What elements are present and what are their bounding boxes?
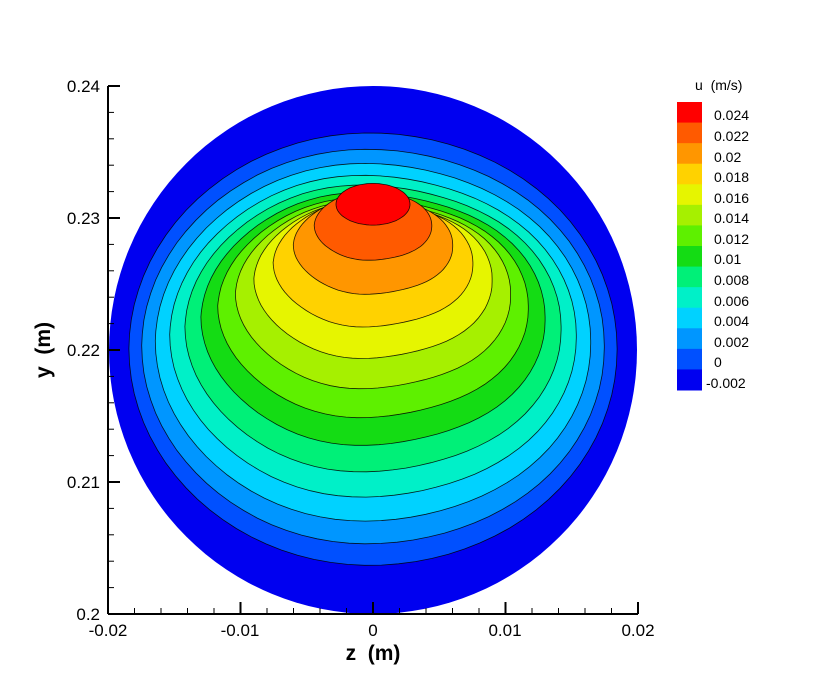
colorbar-label: 0 [714,354,722,370]
colorbar-swatch [677,287,702,309]
y-tick-label: 0.2 [76,605,100,624]
y-tick-label: 0.24 [67,77,100,96]
colorbar-label: 0.006 [714,293,749,309]
colorbar-label: 0.008 [714,272,749,288]
x-ticks [107,602,639,614]
x-axis-title: z (m) [346,642,401,665]
colorbar-swatch [677,266,702,288]
colorbar-swatch [677,246,702,268]
colorbar-label: -0.002 [706,375,746,391]
y-axis-title: y (m) [32,322,55,378]
colorbar-swatch [677,143,702,165]
colorbar-label: 0.016 [714,190,749,206]
colorbar-swatch [677,307,702,329]
colorbar-label: 0.018 [714,169,749,185]
colorbar-label: 0.012 [714,231,749,247]
colorbar-label: 0.004 [714,313,749,329]
colorbar-title: u (m/s) [695,77,742,93]
colorbar-swatch [677,328,702,350]
colorbar-label: 0.014 [714,210,749,226]
colorbar-swatch [677,348,702,370]
colorbar-label: 0.01 [714,251,741,267]
colorbar-label: 0.002 [714,334,749,350]
y-tick-labels: 0.2 0.21 0.22 0.23 0.24 [67,77,100,624]
colorbar-swatch [677,122,702,144]
x-tick-label: 0.01 [488,621,521,640]
contour-band [335,183,411,226]
colorbar-label: 0.022 [714,128,749,144]
y-tick-label: 0.21 [67,473,100,492]
x-tick-label: 0 [368,621,377,640]
colorbar-legend: u (m/s) 0.024 0.022 0.02 0.018 0.016 0.0… [677,77,749,391]
colorbar-swatches [677,102,702,391]
colorbar-swatch [677,225,702,247]
y-tick-label: 0.23 [67,209,100,228]
colorbar-labels: 0.024 0.022 0.02 0.018 0.016 0.014 0.012… [706,107,749,391]
colorbar-label: 0.024 [714,107,749,123]
x-tick-label: -0.02 [89,621,128,640]
colorbar-swatch [677,204,702,226]
y-ticks [108,85,120,615]
colorbar-swatch [677,369,702,391]
x-tick-labels: -0.02 -0.01 0 0.01 0.02 [89,621,655,640]
contour-fills [109,86,637,614]
y-tick-label: 0.22 [67,341,100,360]
colorbar-swatch [677,184,702,206]
x-tick-label: -0.01 [221,621,260,640]
axes: -0.02 -0.01 0 0.01 0.02 0.2 0.21 0.22 0.… [32,77,655,665]
contour-plot-area [109,86,637,614]
x-tick-label: 0.02 [621,621,654,640]
colorbar-label: 0.02 [714,149,741,165]
colorbar-swatch [677,102,702,124]
colorbar-swatch [677,163,702,185]
